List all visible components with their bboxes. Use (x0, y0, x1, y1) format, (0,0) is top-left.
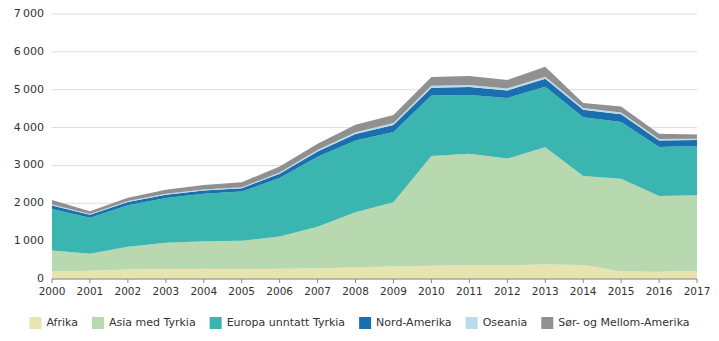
x-tick (621, 279, 622, 283)
grid-line (52, 279, 697, 280)
legend-label: Afrika (46, 316, 78, 329)
y-axis: 0 1 000 2 000 3 000 4 000 5 000 6 000 7 000 (14, 7, 44, 285)
x-tick-label: 2007 (304, 285, 331, 297)
legend-swatch (466, 317, 478, 329)
x-tick-label: 2016 (646, 285, 673, 297)
x-tick (165, 279, 166, 283)
x-tick-label: 2005 (228, 285, 255, 297)
y-tick-label: 4 000 (14, 121, 44, 134)
legend-label: Sør- og Mellom-Amerika (558, 316, 689, 329)
x-tick (89, 279, 90, 283)
legend-label: Europa unntatt Tyrkia (227, 316, 345, 329)
x-tick-label: 2014 (570, 285, 597, 297)
legend-swatch (210, 317, 222, 329)
x-tick-label: 2015 (608, 285, 635, 297)
area (52, 67, 697, 214)
x-tick (393, 279, 394, 283)
legend-item: Nord-Amerika (359, 316, 452, 329)
legend-item: Asia med Tyrkia (92, 316, 196, 329)
x-tick-label: 2003 (152, 285, 179, 297)
legend-swatch (359, 317, 371, 329)
plot-area (52, 67, 697, 279)
legend-label: Oseania (483, 316, 528, 329)
legend-swatch (92, 317, 104, 329)
chart: 0 1 000 2 000 3 000 4 000 5 000 6 000 7 000 2000… (0, 0, 719, 341)
x-tick-label: 2013 (532, 285, 559, 297)
x-tick (697, 279, 698, 283)
legend-item: Europa unntatt Tyrkia (210, 316, 345, 329)
legend-label: Asia med Tyrkia (109, 316, 196, 329)
x-axis-line (52, 279, 697, 280)
legend-item: Afrika (29, 316, 78, 329)
x-tick-label: 2010 (418, 285, 445, 297)
grid-line (52, 89, 697, 90)
y-tick-label: 3 000 (14, 158, 44, 171)
x-tick-label: 2008 (342, 285, 369, 297)
x-axis: 2000 2001 2002 2003 2004 2005 2006 2007 2008 2009… (39, 279, 711, 297)
y-tick-label: 5 000 (14, 83, 44, 96)
x-tick-label: 2002 (115, 285, 142, 297)
x-tick (127, 279, 128, 283)
x-tick (279, 279, 280, 283)
x-tick-label: 2004 (190, 285, 217, 297)
x-tick-label: 2012 (494, 285, 521, 297)
legend-item: Oseania (466, 316, 528, 329)
x-tick (469, 279, 470, 283)
legend-swatch (541, 317, 553, 329)
x-tick (241, 279, 242, 283)
x-tick-label: 2017 (684, 285, 711, 297)
y-tick-label: 1 000 (14, 234, 44, 247)
grid-line (52, 51, 697, 52)
x-tick-label: 2011 (456, 285, 483, 297)
x-tick (583, 279, 584, 283)
legend-label: Nord-Amerika (376, 316, 452, 329)
x-tick (52, 279, 53, 283)
x-tick (431, 279, 432, 283)
y-tick-label: 2 000 (14, 196, 44, 209)
x-tick (317, 279, 318, 283)
x-tick (507, 279, 508, 283)
y-tick-label: 0 (37, 272, 44, 285)
grid-line (52, 14, 697, 15)
y-tick-label: 7 000 (14, 7, 44, 20)
x-tick-label: 2001 (77, 285, 104, 297)
x-tick (659, 279, 660, 283)
legend: Afrika Asia med Tyrkia Europa unntatt Tyrk… (29, 316, 689, 329)
legend-item: Sør- og Mellom-Amerika (541, 316, 689, 329)
legend-swatch (29, 317, 41, 329)
x-tick (355, 279, 356, 283)
y-tick-label: 6 000 (14, 45, 44, 58)
x-tick (545, 279, 546, 283)
x-tick-label: 2006 (266, 285, 293, 297)
grid (52, 14, 697, 279)
x-tick-label: 2000 (39, 285, 66, 297)
x-tick-label: 2009 (380, 285, 407, 297)
x-tick (203, 279, 204, 283)
